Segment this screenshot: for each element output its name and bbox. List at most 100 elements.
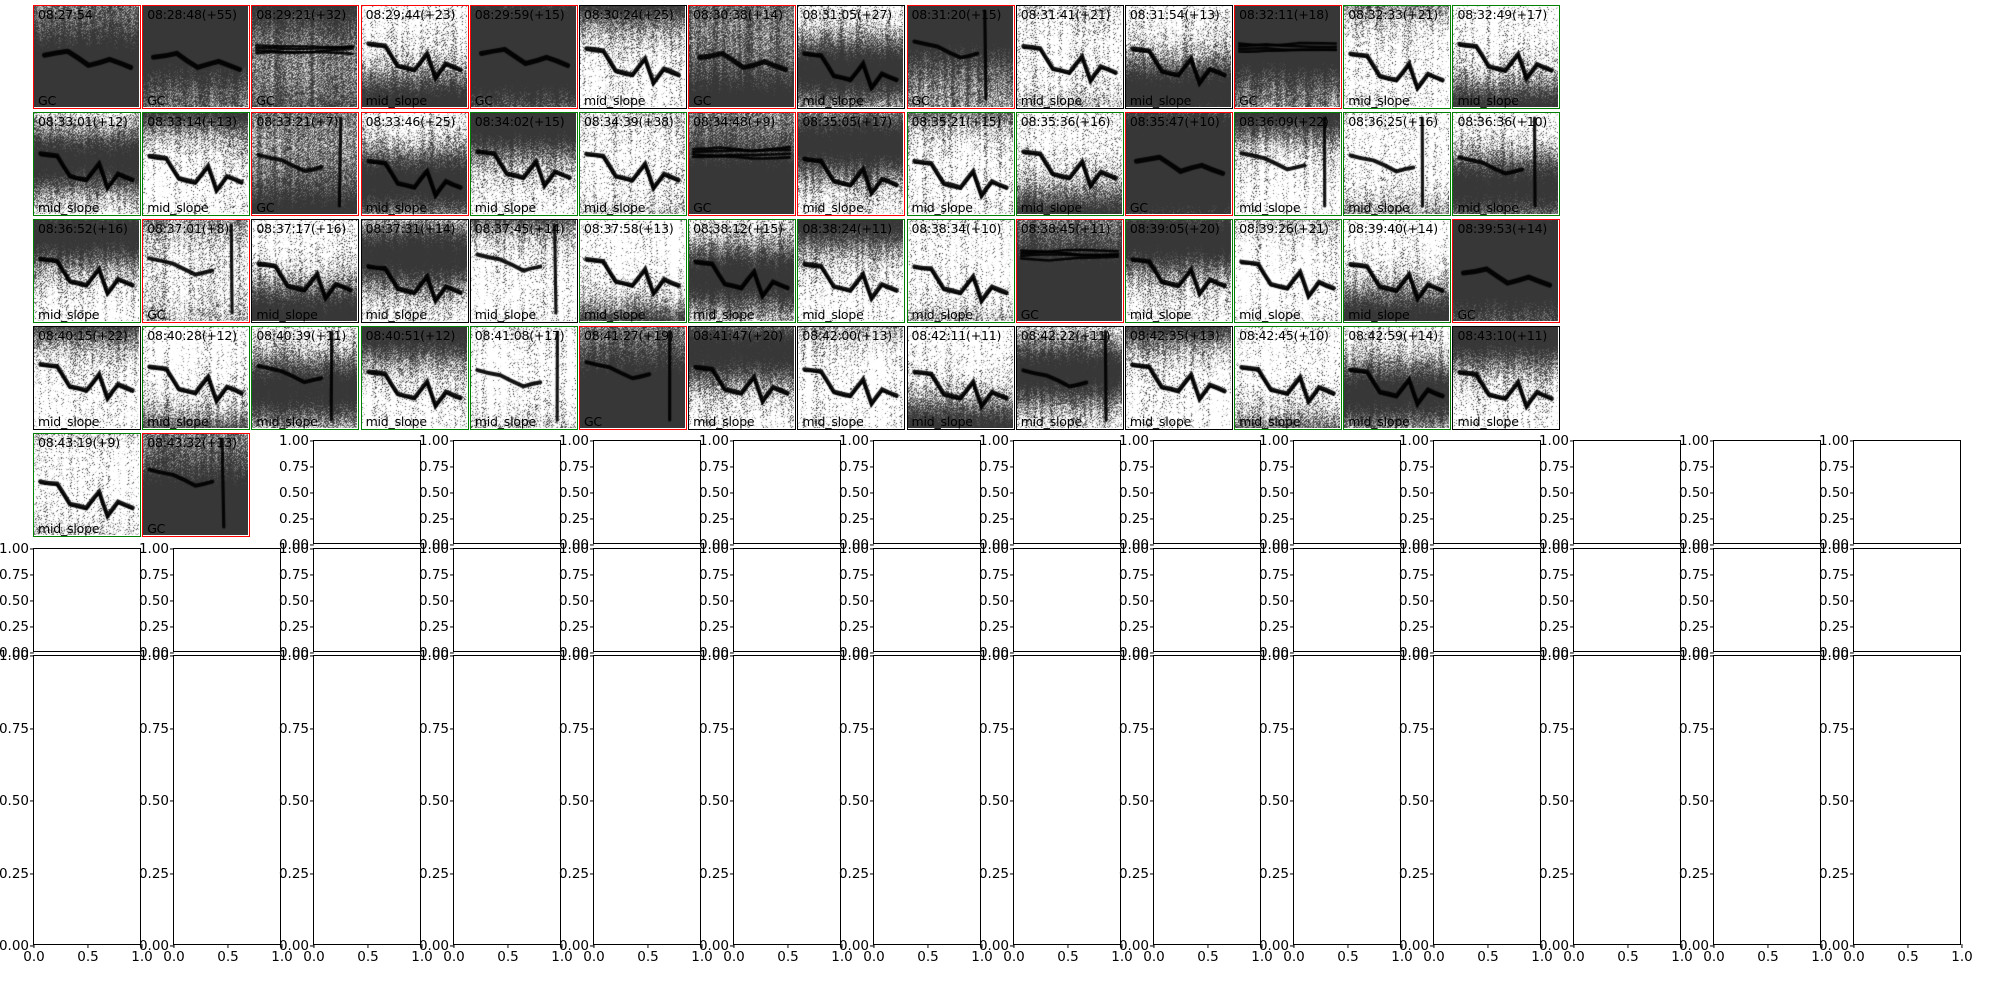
y-tick-label: 0.75 xyxy=(418,567,449,583)
y-tick-mark xyxy=(590,655,594,657)
spectrogram-tile[interactable]: 08:40:28(+12) mid_slope xyxy=(142,326,251,430)
x-tick-mark xyxy=(1821,944,1823,948)
y-tick-label: 0.75 xyxy=(1538,567,1569,583)
y-tick-label: 1.00 xyxy=(1398,541,1429,557)
spectrogram-tile[interactable]: 08:33:01(+12) mid_slope xyxy=(33,112,141,216)
spectrogram-tile[interactable]: 08:35:05(+17) mid_slope xyxy=(797,112,906,216)
spectrogram-tile[interactable]: 08:41:47(+20) mid_slope xyxy=(688,326,797,430)
spectrogram-tile[interactable]: 08:33:46(+25) mid_slope xyxy=(360,112,469,216)
tile-class-label: mid_slope xyxy=(1457,414,1519,429)
spectrogram-tile[interactable]: 08:31:41(+21) mid_slope xyxy=(1015,5,1124,109)
tile-class-label: mid_slope xyxy=(1457,93,1519,108)
spectrogram-tile[interactable]: 08:32:11(+18) GC xyxy=(1234,5,1343,109)
spectrogram-tile[interactable]: 08:36:36(+10) mid_slope xyxy=(1452,112,1561,216)
y-tick-mark xyxy=(450,544,454,546)
y-tick-mark xyxy=(1150,544,1154,546)
tile-timestamp: 08:39:26(+21) xyxy=(1239,221,1329,236)
spectrogram-tile[interactable]: 08:43:19(+9) mid_slope xyxy=(33,433,141,537)
spectrogram-tile[interactable]: 08:29:44(+23) mid_slope xyxy=(360,5,469,109)
spectrogram-tile[interactable]: 08:38:12(+15) mid_slope xyxy=(688,219,797,323)
spectrogram-tile[interactable]: 08:29:59(+15) GC xyxy=(469,5,578,109)
empty-axes: 0.00 0.25 0.50 0.75 1.00 0.0 0.5 1.0 xyxy=(559,648,713,965)
spectrogram-tile[interactable]: 08:33:14(+13) mid_slope xyxy=(142,112,251,216)
y-tick-label: 1.00 xyxy=(0,541,29,557)
spectrogram-tile[interactable]: 08:30:24(+25) mid_slope xyxy=(578,5,687,109)
spectrogram-tile[interactable]: 08:37:31(+14) mid_slope xyxy=(360,219,469,323)
spectrogram-tile[interactable]: 08:27:54 GC xyxy=(33,5,141,109)
spectrogram-tile[interactable]: 08:42:59(+14) mid_slope xyxy=(1343,326,1452,430)
y-tick-mark xyxy=(590,574,594,576)
spectrogram-tile[interactable]: 08:42:45(+10) mid_slope xyxy=(1234,326,1343,430)
tile-timestamp: 08:39:53(+14) xyxy=(1457,221,1548,236)
tile-timestamp: 08:33:21(+7) xyxy=(256,114,339,129)
y-tick-label: 0.75 xyxy=(978,720,1009,737)
y-tick-mark xyxy=(1150,600,1154,602)
spectrogram-tile[interactable]: 08:41:08(+17) mid_slope xyxy=(469,326,578,430)
spectrogram-tile[interactable]: 08:30:38(+14) GC xyxy=(688,5,797,109)
spectrogram-tile[interactable]: 08:36:52(+16) mid_slope xyxy=(33,219,141,323)
y-tick-mark xyxy=(730,652,734,654)
x-tick-label: 0.0 xyxy=(23,949,45,965)
spectrogram-tile[interactable]: 08:43:10(+11) mid_slope xyxy=(1452,326,1561,430)
spectrogram-tile[interactable]: 08:36:09(+22) mid_slope xyxy=(1234,112,1343,216)
spectrogram-tile[interactable]: 08:39:05(+20) mid_slope xyxy=(1124,219,1233,323)
y-tick-mark xyxy=(1010,544,1014,546)
empty-axes: 0.00 0.25 0.50 0.75 1.00 0.0 0.5 1.0 xyxy=(1679,648,1833,965)
spectrogram-tile[interactable]: 08:36:25(+16) mid_slope xyxy=(1343,112,1452,216)
y-tick-label: 0.75 xyxy=(558,567,589,583)
y-tick-mark xyxy=(1430,652,1434,654)
spectrogram-tile[interactable]: 08:38:34(+10) mid_slope xyxy=(906,219,1015,323)
tile-class-label: GC xyxy=(256,200,275,215)
spectrogram-tile[interactable]: 08:32:33(+21) mid_slope xyxy=(1343,5,1452,109)
spectrogram-tile[interactable]: 08:39:53(+14) GC xyxy=(1452,219,1561,323)
spectrogram-tile[interactable]: 08:41:27(+19) GC xyxy=(578,326,687,430)
y-tick-mark xyxy=(310,727,314,730)
spectrogram-tile[interactable]: 08:43:32(+13) GC xyxy=(142,433,251,537)
tile-class-label: mid_slope xyxy=(1129,93,1192,108)
y-tick-mark xyxy=(870,600,874,602)
spectrogram-tile[interactable]: 08:35:47(+10) GC xyxy=(1124,112,1233,216)
spectrogram-tile[interactable]: 08:34:02(+15) mid_slope xyxy=(469,112,578,216)
spectrogram-tile[interactable]: 08:28:48(+55) GC xyxy=(142,5,251,109)
spectrogram-tile[interactable]: 08:37:01(+8) GC xyxy=(142,219,251,323)
tile-timestamp: 08:39:05(+20) xyxy=(1129,221,1220,236)
spectrogram-tile[interactable]: 08:38:45(+11) GC xyxy=(1015,219,1124,323)
spectrogram-tile[interactable]: 08:33:21(+7) GC xyxy=(251,112,360,216)
spectrogram-tile[interactable]: 08:31:54(+13) mid_slope xyxy=(1124,5,1233,109)
spectrogram-tile[interactable]: 08:29:21(+32) GC xyxy=(251,5,360,109)
spectrogram-tile[interactable]: 08:40:51(+12) mid_slope xyxy=(360,326,469,430)
spectrogram-tile[interactable]: 08:34:48(+9) GC xyxy=(688,112,797,216)
spectrogram-tile[interactable]: 08:37:45(+14) mid_slope xyxy=(469,219,578,323)
spectrogram-tile[interactable]: 08:31:20(+15) GC xyxy=(906,5,1015,109)
spectrogram-tile[interactable]: 08:37:58(+13) mid_slope xyxy=(578,219,687,323)
y-tick-mark xyxy=(170,600,174,602)
y-tick-label: 0.00 xyxy=(278,645,309,661)
spectrogram-tile[interactable]: 08:40:15(+22) mid_slope xyxy=(33,326,141,430)
y-tick-mark xyxy=(450,548,454,550)
spectrogram-tile[interactable]: 08:35:21(+15) mid_slope xyxy=(906,112,1015,216)
spectrogram-tile[interactable]: 08:34:39(+38) mid_slope xyxy=(578,112,687,216)
tile-class-label: mid_slope xyxy=(38,307,100,322)
spectrogram-tile[interactable]: 08:42:00(+13) mid_slope xyxy=(797,326,906,430)
y-tick-label: 0.00 xyxy=(1258,645,1289,661)
spectrogram-tile[interactable]: 08:40:39(+11) mid_slope xyxy=(251,326,360,430)
spectrogram-tile[interactable]: 08:42:22(+11) mid_slope xyxy=(1015,326,1124,430)
spectrogram-tile[interactable]: 08:31:05(+27) mid_slope xyxy=(797,5,906,109)
y-tick-label: 1.00 xyxy=(138,648,169,664)
x-tick-mark xyxy=(1067,944,1069,948)
spectrogram-tile[interactable]: 08:35:36(+16) mid_slope xyxy=(1015,112,1124,216)
y-tick-label: 0.00 xyxy=(1538,645,1569,661)
spectrogram-tile[interactable]: 08:39:40(+14) mid_slope xyxy=(1343,219,1452,323)
tile-class-label: mid_slope xyxy=(583,307,646,322)
spectrogram-tile[interactable]: 08:39:26(+21) mid_slope xyxy=(1234,219,1343,323)
spectrogram-tile[interactable]: 08:38:24(+11) mid_slope xyxy=(797,219,906,323)
empty-axes: 0.00 0.25 0.50 0.75 1.00 xyxy=(1119,541,1261,661)
tile-timestamp: 08:31:54(+13) xyxy=(1129,7,1220,22)
spectrogram-tile[interactable]: 08:42:35(+13) mid_slope xyxy=(1124,326,1233,430)
spectrogram-tile[interactable]: 08:42:11(+11) mid_slope xyxy=(906,326,1015,430)
y-tick-label: 1.00 xyxy=(698,648,729,664)
spectrogram-tile[interactable]: 08:37:17(+16) mid_slope xyxy=(251,219,360,323)
tile-class-label: mid_slope xyxy=(583,200,646,215)
tile-class-label: mid_slope xyxy=(1020,200,1082,215)
spectrogram-tile[interactable]: 08:32:49(+17) mid_slope xyxy=(1452,5,1561,109)
